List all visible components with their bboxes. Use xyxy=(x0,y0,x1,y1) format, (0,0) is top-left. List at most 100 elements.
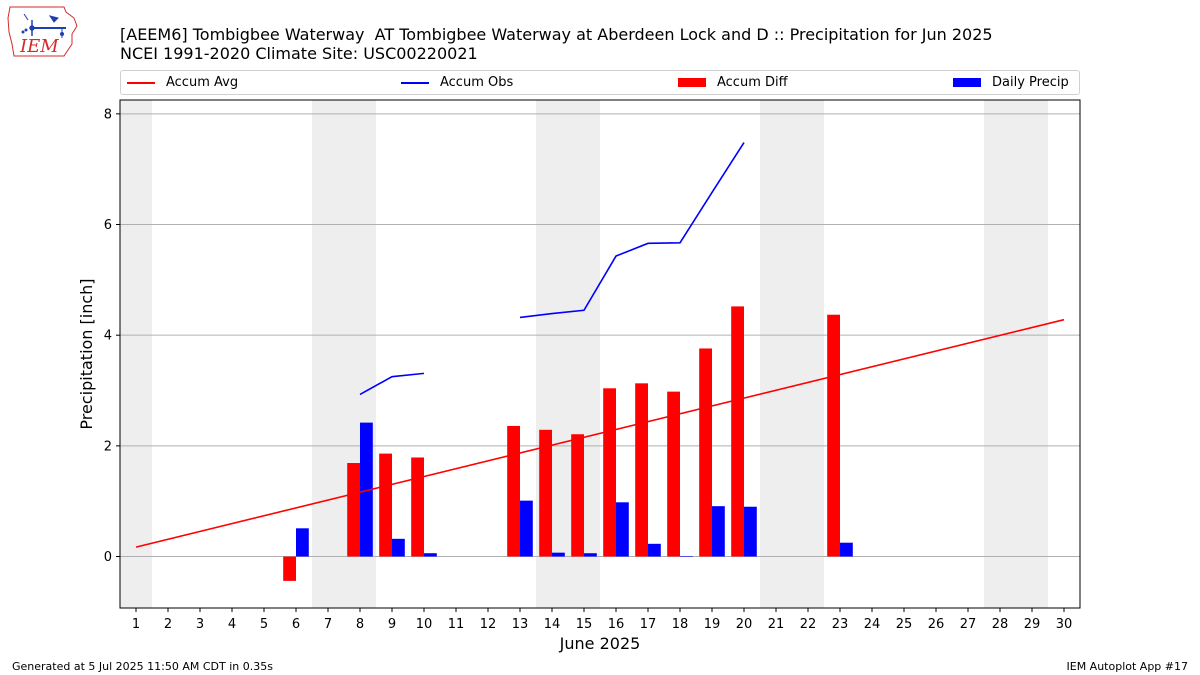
x-tick-label-6: 6 xyxy=(292,617,300,632)
bar-daily-precip-day-10 xyxy=(424,553,437,557)
x-tick-label-22: 22 xyxy=(800,617,817,632)
bar-accum-diff-day-23 xyxy=(827,314,840,557)
x-tick-label-28: 28 xyxy=(992,617,1009,632)
line-accum-obs-segment-1 xyxy=(359,372,425,396)
bar-accum-diff-day-9 xyxy=(379,453,392,557)
x-tick-label-3: 3 xyxy=(196,617,204,632)
chart-subtitle: NCEI 1991-2020 Climate Site: USC00220021 xyxy=(120,44,478,63)
weekend-band-day-7 xyxy=(312,100,344,608)
y-tick-label-6: 6 xyxy=(104,218,112,233)
bar-daily-precip-day-17 xyxy=(648,543,661,557)
bar-accum-diff-day-15 xyxy=(571,434,584,557)
x-tick-label-4: 4 xyxy=(228,617,236,632)
x-tick-label-9: 9 xyxy=(388,617,396,632)
y-tick-label-0: 0 xyxy=(104,550,112,565)
line-accum-obs-segment-2 xyxy=(519,142,745,319)
weekend-band-day-21 xyxy=(760,100,792,608)
x-tick-label-27: 27 xyxy=(960,617,977,632)
weekend-band-day-22 xyxy=(792,100,824,608)
legend-swatch-accum-avg xyxy=(127,81,155,84)
x-tick-label-14: 14 xyxy=(544,617,561,632)
y-axis-label: Precipitation [inch] xyxy=(77,278,96,429)
y-tick-label-2: 2 xyxy=(104,439,112,454)
generated-timestamp: Generated at 5 Jul 2025 11:50 AM CDT in … xyxy=(12,660,273,673)
bar-accum-diff-day-16 xyxy=(603,388,616,557)
x-tick-label-7: 7 xyxy=(324,617,332,632)
bar-daily-precip-day-9 xyxy=(392,538,405,557)
bar-daily-precip-day-16 xyxy=(616,502,629,557)
chart-legend: Accum Avg Accum Obs Accum Diff Daily Pre… xyxy=(120,70,1080,95)
x-tick-label-16: 16 xyxy=(608,617,625,632)
bar-daily-precip-day-6 xyxy=(296,528,309,557)
bar-accum-diff-day-19 xyxy=(699,348,712,557)
x-tick-label-11: 11 xyxy=(448,617,465,632)
weekend-band-day-28 xyxy=(984,100,1016,608)
app-id: IEM Autoplot App #17 xyxy=(1066,660,1189,673)
bar-daily-precip-day-8 xyxy=(360,422,373,557)
x-tick-label-20: 20 xyxy=(736,617,753,632)
iem-logo: IEM xyxy=(7,6,78,57)
bar-accum-diff-day-20 xyxy=(731,306,744,557)
bar-accum-diff-day-13 xyxy=(507,425,520,557)
weekend-shading xyxy=(120,100,1048,608)
bar-accum-diff-day-17 xyxy=(635,383,648,557)
x-tick-label-5: 5 xyxy=(260,617,268,632)
plot-frame xyxy=(119,99,1081,609)
legend-swatch-accum-obs xyxy=(401,81,429,84)
bar-daily-precip-day-15 xyxy=(584,553,597,557)
legend-label-daily-precip: Daily Precip xyxy=(992,75,1069,90)
x-tick-label-23: 23 xyxy=(832,617,849,632)
x-tick-label-29: 29 xyxy=(1024,617,1041,632)
grid-lines xyxy=(120,113,1080,558)
series-lines xyxy=(135,142,1065,548)
x-tick-label-24: 24 xyxy=(864,617,881,632)
y-tick-label-4: 4 xyxy=(104,329,112,344)
y-tick-label-8: 8 xyxy=(104,107,112,122)
bar-daily-precip-day-23 xyxy=(840,542,853,557)
bar-daily-precip-day-14 xyxy=(552,552,565,557)
bar-accum-diff-day-14 xyxy=(539,429,552,557)
chart-title: [AEEM6] Tombigbee Waterway AT Tombigbee … xyxy=(120,25,993,44)
bar-daily-precip-day-19 xyxy=(712,506,725,557)
legend-label-accum-obs: Accum Obs xyxy=(440,75,514,90)
x-axis-label: June 2025 xyxy=(559,634,641,653)
bar-accum-diff-day-6 xyxy=(283,556,296,581)
x-tick-label-19: 19 xyxy=(704,617,721,632)
x-tick-label-13: 13 xyxy=(512,617,529,632)
legend-label-accum-avg: Accum Avg xyxy=(166,75,239,90)
x-tick-label-12: 12 xyxy=(480,617,497,632)
bar-accum-diff-day-8 xyxy=(347,463,360,557)
weekend-band-day-29 xyxy=(1016,100,1048,608)
x-tick-label-15: 15 xyxy=(576,617,593,632)
x-tick-label-18: 18 xyxy=(672,617,689,632)
bar-daily-precip-day-20 xyxy=(744,506,757,557)
x-tick-label-25: 25 xyxy=(896,617,913,632)
bar-accum-diff-day-10 xyxy=(411,457,424,557)
legend-item-daily-precip: Daily Precip xyxy=(953,74,1069,91)
legend-label-accum-diff: Accum Diff xyxy=(717,75,788,90)
x-tick-label-8: 8 xyxy=(356,617,364,632)
x-tick-label-26: 26 xyxy=(928,617,945,632)
bar-daily-precip-day-13 xyxy=(520,500,533,557)
x-tick-label-1: 1 xyxy=(132,617,140,632)
x-tick-label-21: 21 xyxy=(768,617,785,632)
x-tick-label-10: 10 xyxy=(416,617,433,632)
legend-item-accum-diff: Accum Diff xyxy=(678,74,788,91)
line-accum-avg-segment-1 xyxy=(135,318,1065,548)
logo-text: IEM xyxy=(19,36,59,57)
bar-daily-precip-day-18 xyxy=(680,555,693,557)
legend-swatch-daily-precip xyxy=(953,78,981,87)
legend-item-accum-avg: Accum Avg xyxy=(127,74,238,91)
legend-item-accum-obs: Accum Obs xyxy=(401,74,513,91)
iowa-state-outline-icon xyxy=(7,6,78,57)
weather-station-icon xyxy=(21,13,66,38)
bar-accum-diff-day-18 xyxy=(667,391,680,557)
x-tick-label-30: 30 xyxy=(1056,617,1073,632)
bars xyxy=(283,306,853,581)
x-tick-label-2: 2 xyxy=(164,617,172,632)
weekend-band-day-1 xyxy=(120,100,152,608)
legend-swatch-accum-diff xyxy=(678,78,706,87)
x-tick-label-17: 17 xyxy=(640,617,657,632)
